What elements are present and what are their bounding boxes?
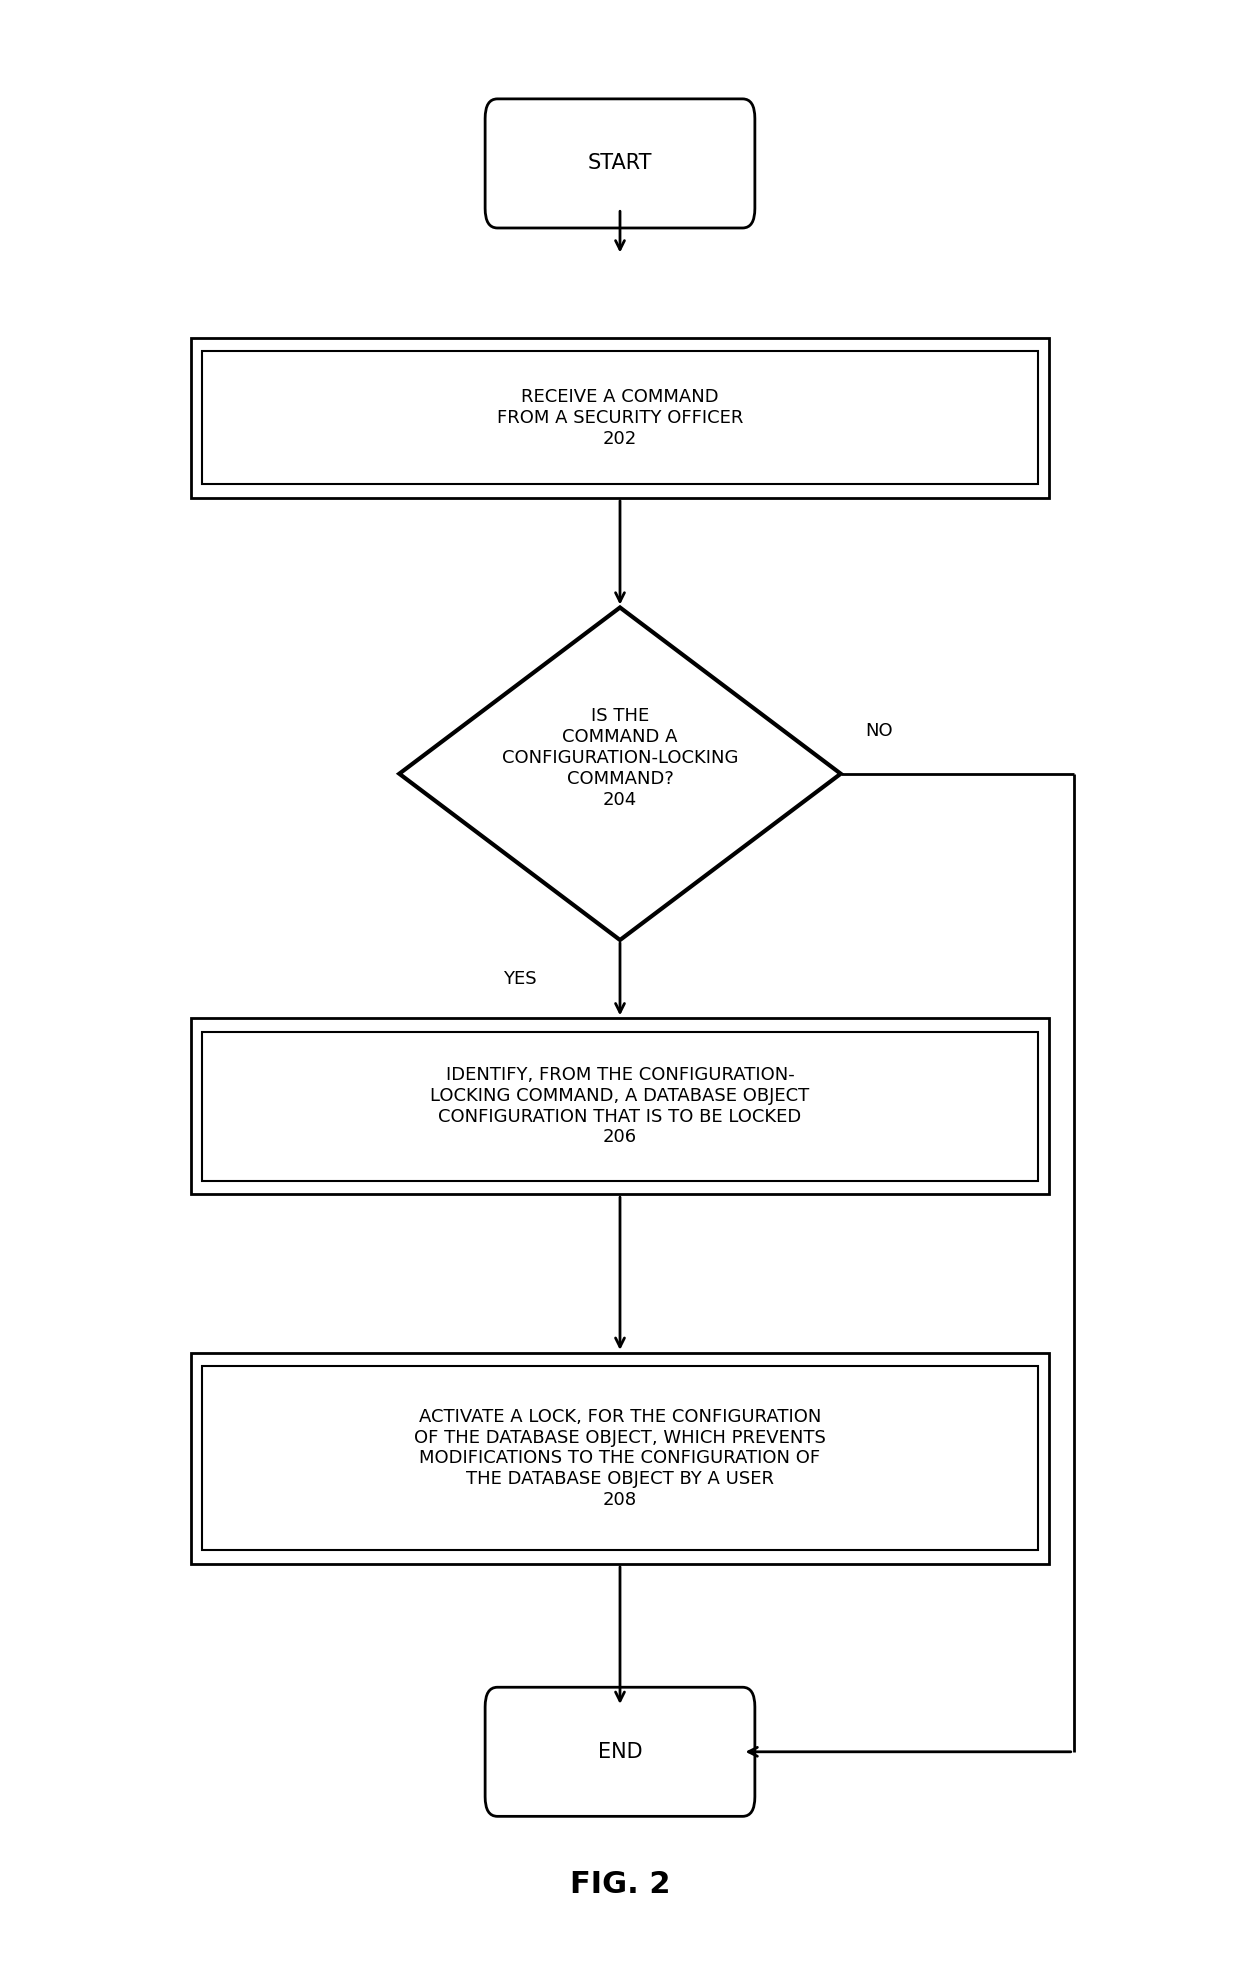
Text: YES: YES	[503, 969, 537, 989]
Bar	[202, 1367, 1038, 1550]
Text: START: START	[588, 154, 652, 173]
Bar	[202, 351, 1038, 485]
Bar	[202, 1032, 1038, 1180]
FancyBboxPatch shape	[485, 98, 755, 229]
Bar	[191, 1018, 1049, 1194]
Text: IDENTIFY, FROM THE CONFIGURATION-
LOCKING COMMAND, A DATABASE OBJECT
CONFIGURATI: IDENTIFY, FROM THE CONFIGURATION- LOCKIN…	[430, 1066, 810, 1147]
Text: RECEIVE A COMMAND
FROM A SECURITY OFFICER
202: RECEIVE A COMMAND FROM A SECURITY OFFICE…	[497, 388, 743, 447]
Text: ACTIVATE A LOCK, FOR THE CONFIGURATION
OF THE DATABASE OBJECT, WHICH PREVENTS
MO: ACTIVATE A LOCK, FOR THE CONFIGURATION O…	[414, 1409, 826, 1509]
Text: END: END	[598, 1741, 642, 1761]
Text: FIG. 2: FIG. 2	[569, 1870, 671, 1899]
Bar	[191, 337, 1049, 498]
FancyBboxPatch shape	[485, 1686, 755, 1816]
Bar	[191, 1353, 1049, 1564]
Text: IS THE
COMMAND A
CONFIGURATION-LOCKING
COMMAND?
204: IS THE COMMAND A CONFIGURATION-LOCKING C…	[502, 707, 738, 810]
Polygon shape	[399, 607, 841, 940]
Text: NO: NO	[866, 723, 893, 741]
